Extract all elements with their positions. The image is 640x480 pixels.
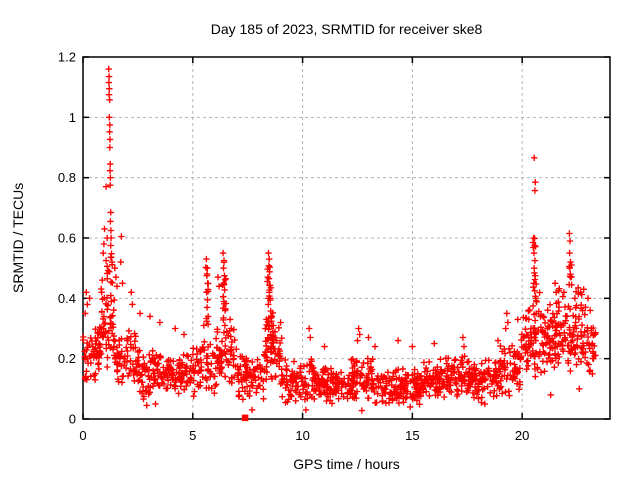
x-tick-label: 20 — [515, 428, 529, 443]
y-axis-title: SRMTID / TECUs — [10, 182, 26, 294]
x-tick-label: 15 — [405, 428, 419, 443]
square-marker — [241, 414, 249, 422]
y-tick-label: 1.2 — [58, 50, 76, 65]
x-tick-label: 10 — [295, 428, 309, 443]
y-tick-label: 0.2 — [58, 351, 76, 366]
x-tick-label: 5 — [189, 428, 196, 443]
chart-title: Day 185 of 2023, SRMTID for receiver ske… — [210, 21, 483, 37]
y-tick-label: 1 — [69, 110, 76, 125]
y-tick-label: 0.4 — [58, 291, 76, 306]
y-tick-label: 0.6 — [58, 231, 76, 246]
x-tick-label: 0 — [79, 428, 86, 443]
scatter-points — [80, 65, 599, 414]
y-tick-label: 0 — [69, 412, 76, 427]
y-tick-label: 0.8 — [58, 170, 76, 185]
x-axis-title: GPS time / hours — [293, 456, 400, 472]
